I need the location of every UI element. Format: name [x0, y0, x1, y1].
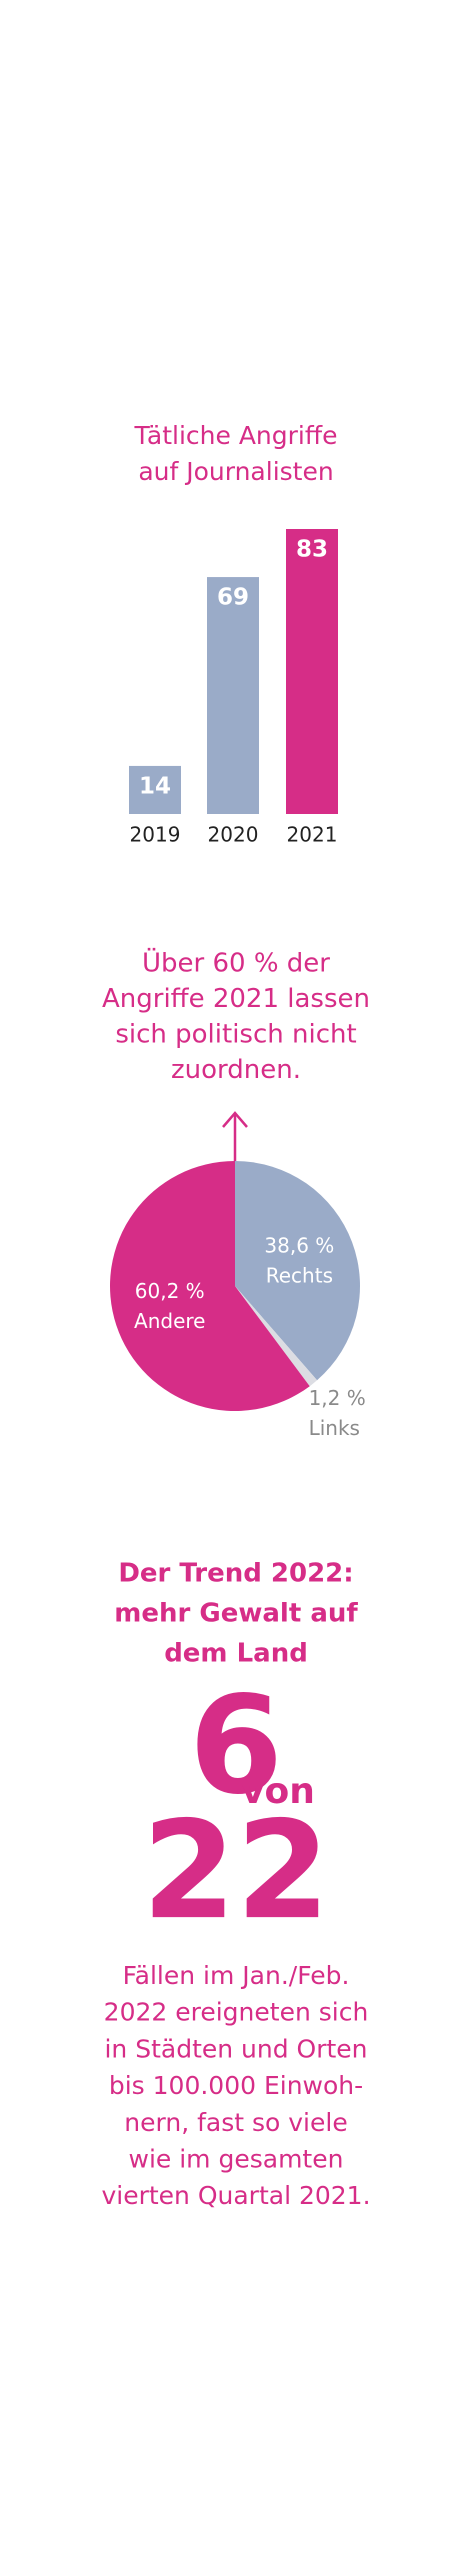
slice-label: Rechts — [266, 1263, 333, 1287]
trend-text: nern, fast so viele — [124, 2108, 347, 2137]
pie-slice — [235, 1161, 361, 1381]
trend-heading: dem Land — [164, 1639, 308, 1669]
slice-label: Links — [309, 1416, 360, 1440]
slice-label: Andere — [134, 1309, 205, 1333]
slice-value-label: 38,6 % — [264, 1233, 334, 1257]
pie-slice — [235, 1286, 318, 1387]
x-tick-label: 2019 — [130, 823, 181, 847]
big-count: 6 — [189, 1667, 283, 1824]
trend-text: bis 100.000 Einwoh- — [109, 2071, 363, 2100]
chart-title: zuordnen. — [171, 1055, 301, 1085]
value-label: 14 — [139, 773, 171, 799]
bar — [286, 529, 338, 814]
value-label: 69 — [217, 585, 249, 611]
trend-heading: Der Trend 2022: — [118, 1559, 353, 1589]
chart-title: Tätliche Angriffe — [134, 421, 338, 450]
trend-text: wie im gesamten — [129, 2145, 344, 2174]
trend-text: in Städten und Orten — [104, 2034, 367, 2063]
trend-text: vierten Quartal 2021. — [101, 2181, 370, 2210]
von: von — [241, 1771, 315, 1812]
slice-value-label: 1,2 % — [309, 1386, 366, 1410]
slice-value-label: 60,2 % — [135, 1279, 205, 1303]
big-total: 22 — [142, 1792, 330, 1949]
chart-title: auf Journalisten — [138, 457, 333, 486]
arrow-head — [222, 1111, 248, 1128]
pie-slice — [110, 1161, 310, 1411]
trend-text: Fällen im Jan./Feb. — [123, 1961, 350, 1990]
trend-heading: mehr Gewalt auf — [114, 1599, 358, 1629]
bar — [207, 577, 259, 814]
chart-title: Über 60 % der — [142, 947, 330, 979]
trend-text: 2022 ereigneten sich — [104, 1998, 369, 2027]
chart-title: sich politisch nicht — [115, 1020, 356, 1050]
x-tick-label: 2020 — [208, 823, 259, 847]
x-tick-label: 2021 — [287, 823, 338, 847]
chart-title: Angriffe 2021 lassen — [102, 984, 370, 1014]
value-label: 83 — [296, 537, 328, 563]
bar — [129, 765, 181, 814]
